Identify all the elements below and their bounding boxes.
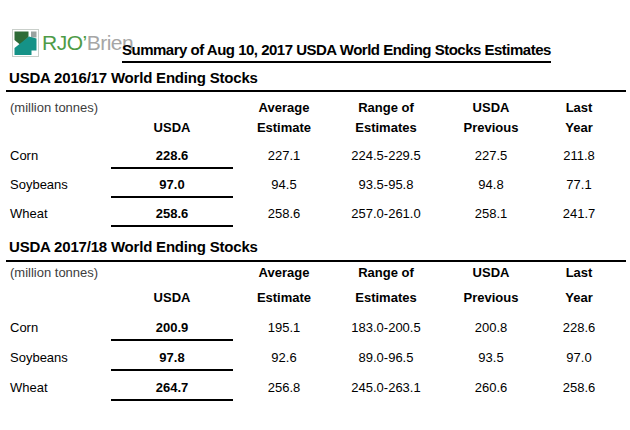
average-estimate-value: 92.6 xyxy=(236,348,332,378)
range-of-estimates-value: 89.0-96.5 xyxy=(332,348,440,378)
last-year-value: 77.1 xyxy=(542,175,626,204)
range-of-estimates-value: 245.0-263.1 xyxy=(332,378,440,408)
usda-underlined-value: 97.8 xyxy=(111,350,233,371)
commodity-label: Soybeans xyxy=(6,348,108,378)
usda-previous-value: 227.5 xyxy=(440,146,542,175)
column-header-empty xyxy=(6,118,108,138)
column-header-previous-l1: USDA xyxy=(440,98,542,118)
last-year-value: 241.7 xyxy=(542,204,626,233)
rjo-brien-logo: RJO’Brien xyxy=(12,29,133,57)
column-header-average-l2: Estimate xyxy=(236,118,332,138)
stocks-table-2016-17: USDA 2016/17 World Ending Stocks (millio… xyxy=(6,66,626,233)
table-body: Corn 200.9 195.1 183.0-200.5 200.8 228.6… xyxy=(6,318,626,408)
unit-label: (million tonnes) xyxy=(6,263,108,283)
table-row-corn: Corn 228.6 227.1 224.5-229.5 227.5 211.8 xyxy=(6,146,626,175)
column-header-range-l2: Estimates xyxy=(332,118,440,138)
column-header-range-l2: Estimates xyxy=(332,288,440,308)
last-year-value: 258.6 xyxy=(542,378,626,408)
commodity-label: Soybeans xyxy=(6,175,108,204)
column-header-average-l1: Average xyxy=(236,98,332,118)
range-of-estimates-value: 257.0-261.0 xyxy=(332,204,440,233)
commodity-label: Wheat xyxy=(6,378,108,408)
usda-value-cell: 97.0 xyxy=(108,175,236,204)
table-row-soybeans: Soybeans 97.0 94.5 93.5-95.8 94.8 77.1 xyxy=(6,175,626,204)
usda-underlined-value: 97.0 xyxy=(111,177,233,198)
logo-text-rjo: RJO’ xyxy=(42,31,87,54)
logo-text: RJO’Brien xyxy=(42,29,133,57)
average-estimate-value: 94.5 xyxy=(236,175,332,204)
usda-previous-value: 94.8 xyxy=(440,175,542,204)
column-header-last-l2: Year xyxy=(542,288,626,308)
usda-previous-value: 200.8 xyxy=(440,318,542,348)
usda-underlined-value: 200.9 xyxy=(111,320,233,341)
column-header-average-l1: Average xyxy=(236,263,332,283)
column-header-last-l1: Last xyxy=(542,263,626,283)
last-year-value: 228.6 xyxy=(542,318,626,348)
range-of-estimates-value: 183.0-200.5 xyxy=(332,318,440,348)
column-header-previous-l2: Previous xyxy=(440,118,542,138)
column-header-range-l1: Range of xyxy=(332,98,440,118)
usda-previous-value: 93.5 xyxy=(440,348,542,378)
usda-value-cell: 228.6 xyxy=(108,146,236,175)
last-year-value: 97.0 xyxy=(542,348,626,378)
column-header-empty xyxy=(6,288,108,308)
column-header-last-l1: Last xyxy=(542,98,626,118)
usda-value-cell: 200.9 xyxy=(108,318,236,348)
unit-label: (million tonnes) xyxy=(6,98,108,118)
table-body: Corn 228.6 227.1 224.5-229.5 227.5 211.8… xyxy=(6,146,626,233)
column-header-usda-l2: USDA xyxy=(108,288,236,308)
usda-value-cell: 258.6 xyxy=(108,204,236,233)
usda-value-cell: 264.7 xyxy=(108,378,236,408)
average-estimate-value: 227.1 xyxy=(236,146,332,175)
column-header-usda-l1 xyxy=(108,263,236,283)
table-row-soybeans: Soybeans 97.8 92.6 89.0-96.5 93.5 97.0 xyxy=(6,348,626,378)
section-title: USDA 2016/17 World Ending Stocks xyxy=(6,66,626,92)
column-header-last-l2: Year xyxy=(542,118,626,138)
range-of-estimates-value: 224.5-229.5 xyxy=(332,146,440,175)
usda-previous-value: 260.6 xyxy=(440,378,542,408)
usda-value-cell: 97.8 xyxy=(108,348,236,378)
column-header-row-1: (million tonnes) Average Range of USDA L… xyxy=(6,263,626,283)
column-header-previous-l1: USDA xyxy=(440,263,542,283)
table-row-wheat: Wheat 258.6 258.6 257.0-261.0 258.1 241.… xyxy=(6,204,626,233)
column-header-previous-l2: Previous xyxy=(440,288,542,308)
table-row-wheat: Wheat 264.7 256.8 245.0-263.1 260.6 258.… xyxy=(6,378,626,408)
commodity-label: Wheat xyxy=(6,204,108,233)
range-of-estimates-value: 93.5-95.8 xyxy=(332,175,440,204)
column-header-average-l2: Estimate xyxy=(236,288,332,308)
usda-previous-value: 258.1 xyxy=(440,204,542,233)
usda-underlined-value: 228.6 xyxy=(111,148,233,169)
rjo-brien-logo-icon xyxy=(12,29,39,57)
last-year-value: 211.8 xyxy=(542,146,626,175)
report-title: Summary of Aug 10, 2017 USDA World Endin… xyxy=(122,41,551,63)
section-title: USDA 2017/18 World Ending Stocks xyxy=(6,235,626,262)
usda-underlined-value: 258.6 xyxy=(111,206,233,227)
column-header-row-2: USDA Estimate Estimates Previous Year xyxy=(6,288,626,308)
average-estimate-value: 256.8 xyxy=(236,378,332,408)
column-header-usda-l1 xyxy=(108,98,236,118)
average-estimate-value: 258.6 xyxy=(236,204,332,233)
commodity-label: Corn xyxy=(6,146,108,175)
column-header-row-2: USDA Estimate Estimates Previous Year xyxy=(6,118,626,138)
column-header-row-1: (million tonnes) Average Range of USDA L… xyxy=(6,98,626,118)
stocks-table-2017-18: USDA 2017/18 World Ending Stocks (millio… xyxy=(6,235,626,408)
column-header-usda-l2: USDA xyxy=(108,118,236,138)
table-row-corn: Corn 200.9 195.1 183.0-200.5 200.8 228.6 xyxy=(6,318,626,348)
average-estimate-value: 195.1 xyxy=(236,318,332,348)
column-header-range-l1: Range of xyxy=(332,263,440,283)
usda-underlined-value: 264.7 xyxy=(111,380,233,401)
commodity-label: Corn xyxy=(6,318,108,348)
